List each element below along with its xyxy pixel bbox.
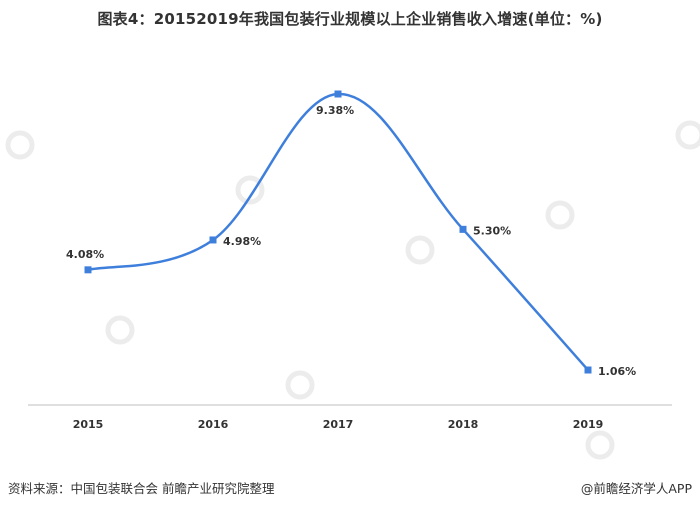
x-tick-labels: 2015 2016 2017 2018 2019 bbox=[73, 418, 604, 431]
data-label-2018: 5.30% bbox=[473, 224, 511, 237]
brand-credit: @前瞻经济学人APP bbox=[580, 481, 692, 496]
x-tick-2018: 2018 bbox=[448, 418, 479, 431]
data-point-2016 bbox=[209, 236, 217, 244]
data-label-2019: 1.06% bbox=[598, 365, 636, 378]
x-tick-2019: 2019 bbox=[573, 418, 604, 431]
data-labels: 4.08% 4.98% 9.38% 5.30% 1.06% bbox=[66, 104, 636, 378]
data-label-2017: 9.38% bbox=[316, 104, 354, 117]
source-note: 资料来源：中国包装联合会 前瞻产业研究院整理 bbox=[8, 481, 275, 496]
x-tick-2017: 2017 bbox=[323, 418, 354, 431]
watermark-logo-icon bbox=[285, 370, 315, 400]
watermark-logo-icon bbox=[585, 430, 615, 460]
x-tick-2015: 2015 bbox=[73, 418, 104, 431]
data-markers bbox=[84, 90, 592, 374]
watermark-logo-icon bbox=[105, 315, 135, 345]
watermark-logo-icon bbox=[545, 200, 575, 230]
chart-title: 图表4：20152019年我国包装行业规模以上企业销售收入增速(单位：%) bbox=[97, 10, 603, 28]
data-point-2019 bbox=[584, 366, 592, 374]
data-point-2018 bbox=[459, 225, 467, 233]
series-line bbox=[87, 92, 589, 371]
watermark-layer bbox=[5, 120, 700, 460]
watermark-logo-icon bbox=[405, 235, 435, 265]
watermark-logo-icon bbox=[675, 120, 700, 150]
data-label-2015: 4.08% bbox=[66, 248, 104, 261]
watermark-logo-icon bbox=[5, 130, 35, 160]
data-point-2017 bbox=[334, 90, 342, 98]
data-label-2016: 4.98% bbox=[223, 235, 261, 248]
x-tick-2016: 2016 bbox=[198, 418, 229, 431]
watermark-logo-icon bbox=[235, 175, 265, 205]
data-point-2015 bbox=[84, 266, 92, 274]
